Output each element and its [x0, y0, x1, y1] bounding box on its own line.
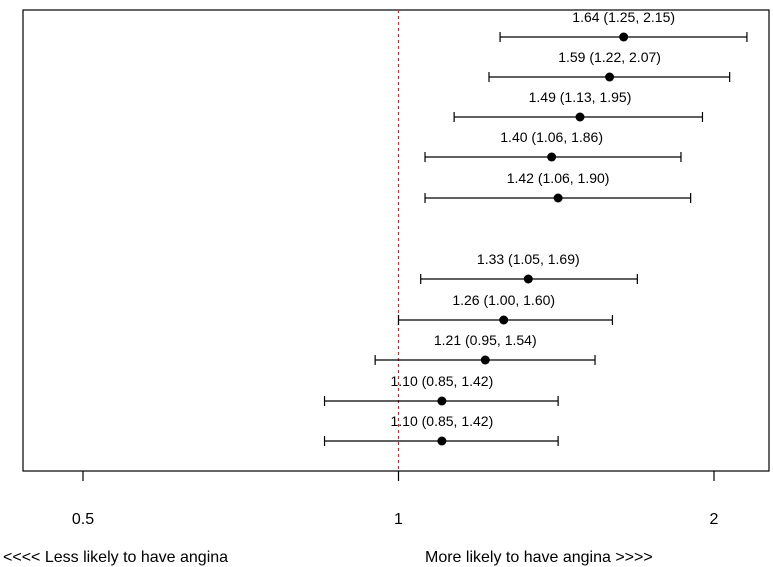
- estimate-label: 1.59 (1.22, 2.07): [558, 49, 661, 65]
- estimate-point: [523, 274, 533, 284]
- estimate-row: 1.21 (0.95, 1.54): [374, 332, 596, 365]
- estimate-point: [437, 436, 447, 446]
- estimate-row: 1.42 (1.06, 1.90): [424, 170, 692, 203]
- x-axis: 0.5 1 2: [72, 471, 719, 528]
- plot-frame: [22, 9, 770, 472]
- estimate-label: 1.42 (1.06, 1.90): [507, 170, 610, 186]
- estimate-row: 1.10 (0.85, 1.42): [323, 373, 559, 406]
- estimate-label: 1.49 (1.13, 1.95): [529, 89, 632, 105]
- x-tick-label: 0.5: [72, 511, 94, 528]
- estimate-point: [605, 72, 615, 82]
- x-tick-label: 2: [710, 511, 719, 528]
- direction-label-right: More likely to have angina >>>>: [425, 549, 653, 566]
- estimate-row: 1.64 (1.25, 2.15): [499, 9, 748, 42]
- estimate-point: [499, 315, 509, 325]
- estimate-label: 1.64 (1.25, 2.15): [572, 9, 675, 25]
- estimate-point: [480, 355, 490, 365]
- estimate-label: 1.21 (0.95, 1.54): [434, 332, 537, 348]
- estimate-row: 1.33 (1.05, 1.69): [420, 251, 638, 284]
- estimate-point: [619, 32, 629, 42]
- estimate-row: 1.49 (1.13, 1.95): [453, 89, 704, 122]
- estimate-point: [575, 112, 585, 122]
- estimate-row: 1.26 (1.00, 1.60): [397, 292, 614, 325]
- estimate-label: 1.40 (1.06, 1.86): [500, 129, 603, 145]
- estimate-label: 1.26 (1.00, 1.60): [452, 292, 555, 308]
- estimate-rows: 1.64 (1.25, 2.15) 1.59 (1.22, 2.07) 1.49 (…: [323, 9, 748, 446]
- estimate-label: 1.33 (1.05, 1.69): [477, 251, 580, 267]
- estimate-row: 1.40 (1.06, 1.86): [424, 129, 682, 162]
- x-tick-label: 1: [394, 511, 403, 528]
- estimate-point: [547, 152, 557, 162]
- estimate-row: 1.10 (0.85, 1.42): [323, 413, 559, 446]
- direction-label-left: <<<< Less likely to have angina: [3, 549, 228, 566]
- estimate-point: [553, 193, 563, 203]
- estimate-label: 1.10 (0.85, 1.42): [391, 413, 494, 429]
- estimate-row: 1.59 (1.22, 2.07): [488, 49, 731, 82]
- estimate-label: 1.10 (0.85, 1.42): [391, 373, 494, 389]
- estimate-point: [437, 396, 447, 406]
